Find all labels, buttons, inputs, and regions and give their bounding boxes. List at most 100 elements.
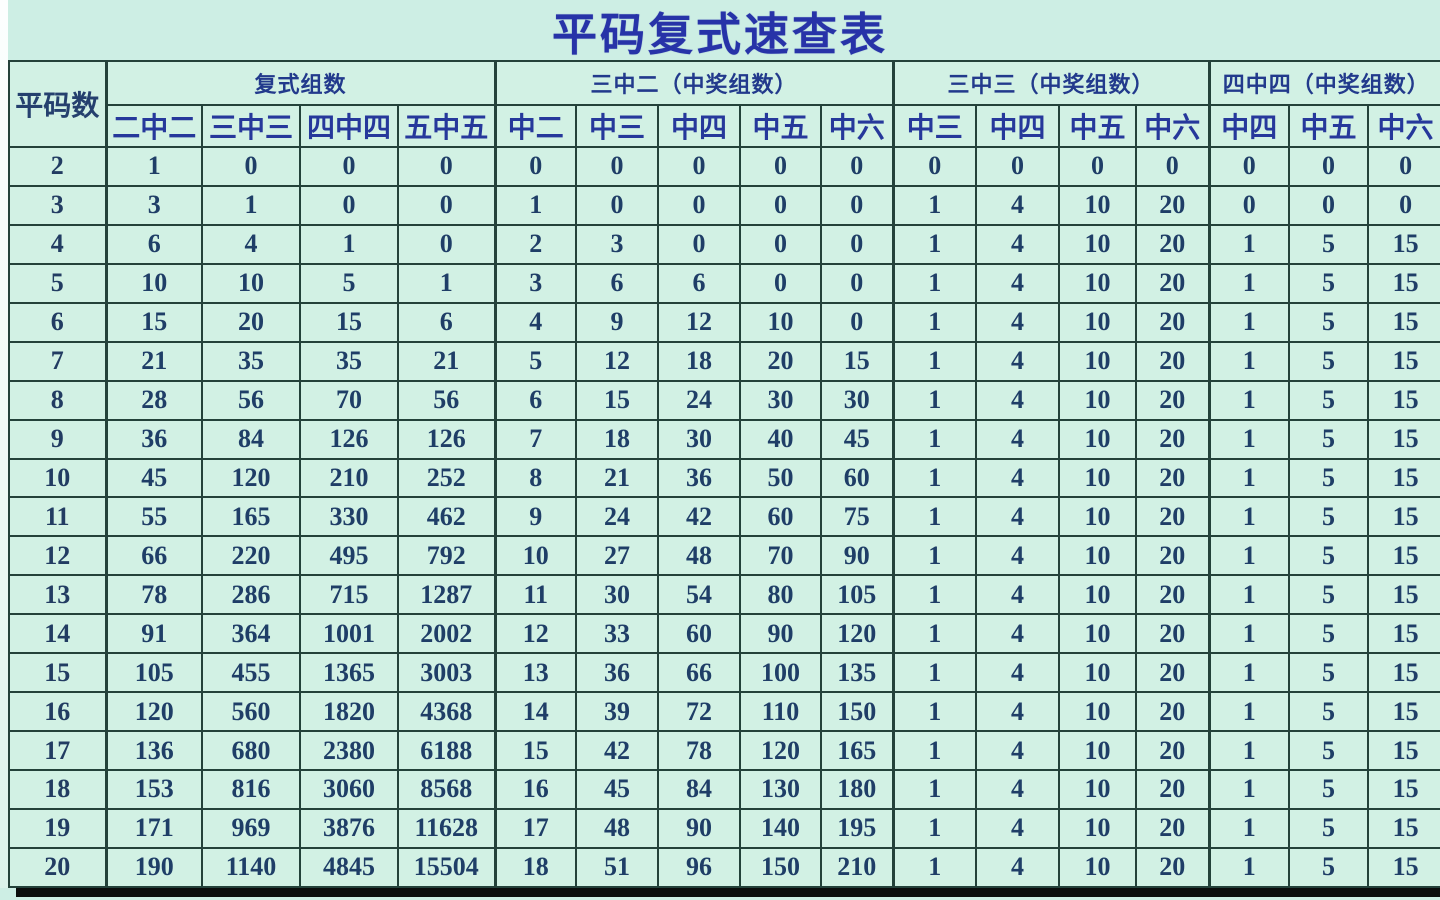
value-cell: 15 [1367, 535, 1440, 577]
value-cell: 4 [975, 457, 1061, 499]
value-cell: 4 [975, 652, 1061, 694]
value-cell: 1 [1207, 730, 1291, 771]
value-cell: 36 [575, 652, 660, 694]
value-cell: 6 [657, 262, 742, 304]
value-cell: 78 [104, 574, 203, 616]
col-header: 中四 [975, 104, 1061, 148]
value-cell: 190 [104, 846, 203, 889]
col-header: 四中四 [299, 104, 399, 148]
value-cell: 20 [1135, 301, 1211, 343]
value-cell: 1 [891, 496, 978, 538]
value-cell: 2380 [299, 730, 399, 771]
value-cell: 27 [575, 535, 660, 577]
value-cell: 105 [820, 574, 895, 616]
value-cell: 0 [739, 223, 823, 265]
value-cell: 90 [820, 535, 895, 577]
value-cell: 0 [299, 146, 399, 187]
value-cell: 20 [1135, 418, 1211, 460]
table-body: 2 1 0 0 0 0 0 0 0 0 0 0 0 0 0 0 0 3 3 1 0 0 1 0 0 0 0 1 4 10 20 0 0 0 4 6 4 1… [8, 146, 1440, 889]
value-cell: 1 [891, 418, 978, 460]
value-cell: 4845 [299, 846, 399, 889]
value-cell: 91 [104, 613, 203, 655]
value-cell: 5 [1288, 574, 1370, 616]
value-cell: 15 [493, 730, 578, 771]
value-cell: 75 [820, 496, 895, 538]
value-cell: 10 [1058, 379, 1138, 421]
value-cell: 15 [1367, 846, 1440, 889]
value-cell: 15 [1367, 301, 1440, 343]
value-cell: 21 [396, 340, 497, 382]
value-cell: 8568 [396, 769, 497, 810]
table-row: 11 55 165 330 462 9 24 42 60 75 1 4 10 20 1 5 15 [8, 496, 1440, 538]
value-cell: 0 [201, 146, 301, 187]
row-header-cell: 4 [8, 223, 107, 265]
value-cell: 4368 [396, 691, 497, 733]
value-cell: 5 [1288, 262, 1370, 304]
value-cell: 15 [1367, 652, 1440, 694]
value-cell: 15 [820, 340, 895, 382]
value-cell: 10 [1058, 301, 1138, 343]
value-cell: 5 [1288, 652, 1370, 694]
value-cell: 1 [891, 184, 978, 226]
row-header-cell: 10 [8, 457, 107, 499]
value-cell: 1001 [299, 613, 399, 655]
value-cell: 0 [820, 146, 895, 187]
value-cell: 12 [657, 301, 742, 343]
value-cell: 35 [299, 340, 399, 382]
value-cell: 1 [891, 535, 978, 577]
value-cell: 20 [1135, 574, 1211, 616]
value-cell: 60 [739, 496, 823, 538]
value-cell: 35 [201, 340, 301, 382]
value-cell: 1 [1207, 340, 1291, 382]
value-cell: 5 [1288, 846, 1370, 889]
value-cell: 20 [1135, 223, 1211, 265]
value-cell: 2 [493, 223, 578, 265]
value-cell: 51 [575, 846, 660, 889]
value-cell: 90 [739, 613, 823, 655]
value-cell: 286 [201, 574, 301, 616]
value-cell: 15 [299, 301, 399, 343]
value-cell: 5 [1288, 496, 1370, 538]
value-cell: 0 [1367, 184, 1440, 226]
value-cell: 10 [1058, 223, 1138, 265]
value-cell: 1820 [299, 691, 399, 733]
value-cell: 0 [975, 146, 1061, 187]
value-cell: 1 [104, 146, 203, 187]
value-cell: 1 [1207, 379, 1291, 421]
value-cell: 0 [396, 146, 497, 187]
value-cell: 21 [104, 340, 203, 382]
value-cell: 20 [1135, 613, 1211, 655]
table-row: 10 45 120 210 252 8 21 36 50 60 1 4 10 20 1 5 15 [8, 457, 1440, 499]
col-header: 中三 [575, 104, 660, 148]
value-cell: 126 [396, 418, 497, 460]
value-cell: 15 [1367, 418, 1440, 460]
value-cell: 1 [891, 730, 978, 771]
value-cell: 0 [1207, 184, 1291, 226]
value-cell: 18 [493, 846, 578, 889]
value-cell: 4 [493, 301, 578, 343]
value-cell: 10 [1058, 535, 1138, 577]
value-cell: 0 [493, 146, 578, 187]
table-row: 4 6 4 1 0 2 3 0 0 0 1 4 10 20 1 5 15 [8, 223, 1440, 265]
value-cell: 4 [975, 807, 1061, 849]
value-cell: 45 [575, 769, 660, 810]
value-cell: 24 [575, 496, 660, 538]
value-cell: 5 [1288, 379, 1370, 421]
value-cell: 0 [657, 184, 742, 226]
col-header: 二中二 [104, 104, 203, 148]
value-cell: 10 [1058, 418, 1138, 460]
value-cell: 165 [201, 496, 301, 538]
group-header-3zhong2: 三中二（中奖组数） [493, 60, 895, 106]
value-cell: 0 [657, 223, 742, 265]
value-cell: 5 [493, 340, 578, 382]
value-cell: 72 [657, 691, 742, 733]
value-cell: 0 [575, 184, 660, 226]
value-cell: 10 [1058, 807, 1138, 849]
value-cell: 4 [975, 613, 1061, 655]
value-cell: 5 [1288, 535, 1370, 577]
value-cell: 1 [891, 807, 978, 849]
value-cell: 1 [396, 262, 497, 304]
value-cell: 5 [299, 262, 399, 304]
value-cell: 15 [1367, 379, 1440, 421]
table-row: 6 15 20 15 6 4 9 12 10 0 1 4 10 20 1 5 15 [8, 301, 1440, 343]
